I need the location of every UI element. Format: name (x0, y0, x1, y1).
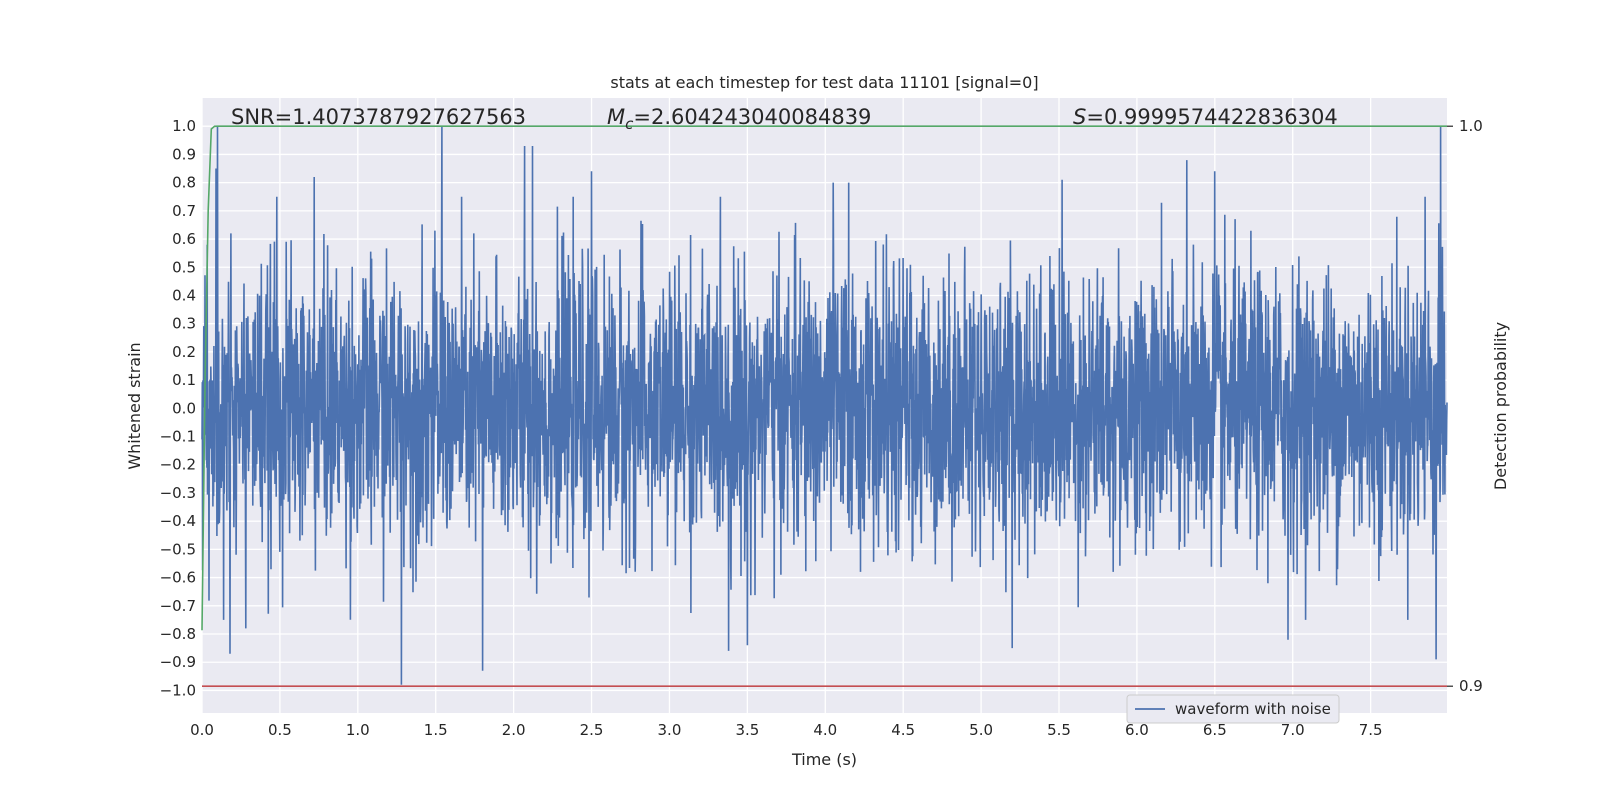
y-tick-label: 0.7 (172, 202, 196, 220)
y-tick-label: −0.1 (160, 428, 196, 446)
x-axis-label: Time (s) (791, 750, 857, 769)
y-tick-label: 0.6 (172, 230, 196, 248)
y2-tick-label: 1.0 (1459, 117, 1483, 135)
y-tick-label: 0.5 (172, 258, 196, 276)
y-tick-label: 0.8 (172, 174, 196, 192)
x-tick-label: 6.0 (1125, 721, 1149, 739)
y2-axis-label: Detection probability (1491, 322, 1510, 490)
score-symbol: S (1073, 105, 1086, 129)
score-value: =0.9999574422836304 (1086, 105, 1337, 129)
x-tick-label: 2.5 (580, 721, 604, 739)
y-tick-label: 0.1 (172, 371, 196, 389)
x-tick-label: 1.0 (346, 721, 370, 739)
snr-annotation: SNR=1.4073787927627563 (231, 105, 526, 129)
y-tick-label: 0.4 (172, 286, 196, 304)
y-tick-label: −0.3 (160, 484, 196, 502)
waveform-line (201, 126, 1448, 685)
x-tick-label: 4.5 (891, 721, 915, 739)
y-tick-label: −0.7 (160, 597, 196, 615)
x-tick-label: 2.0 (502, 721, 526, 739)
chart-title: stats at each timestep for test data 111… (610, 73, 1038, 92)
y-tick-label: −1.0 (160, 681, 196, 699)
chirp-mass-value: =2.604243040084839 (633, 105, 871, 129)
x-tick-label: 1.5 (424, 721, 448, 739)
legend-label-waveform: waveform with noise (1175, 700, 1331, 718)
y-tick-label: 0.9 (172, 145, 196, 163)
legend-box (1126, 694, 1340, 724)
y-tick-label: −0.4 (160, 512, 196, 530)
y-tick-label: 1.0 (172, 117, 196, 135)
y-tick-label: 0.0 (172, 399, 196, 417)
score-annotation: S=0.9999574422836304 (1073, 105, 1338, 129)
x-tick-label: 0.5 (268, 721, 292, 739)
y-tick-label: −0.2 (160, 456, 196, 474)
x-tick-label: 3.0 (658, 721, 682, 739)
x-tick-label: 0.0 (190, 721, 214, 739)
y-axis-ticks: 1.0 0.9 0.8 0.7 0.6 0.5 0.4 0.3 0.2 0.1 0.0 −0.1 −0.… (160, 117, 196, 699)
x-tick-label: 5.5 (1047, 721, 1071, 739)
chirp-mass-subscript: c (625, 115, 634, 133)
y-axis-label: Whitened strain (125, 342, 144, 469)
y-tick-label: −0.9 (160, 653, 196, 671)
y-tick-label: −0.8 (160, 625, 196, 643)
y-tick-label: 0.2 (172, 343, 196, 361)
chirp-mass-annotation: Mc=2.604243040084839 (607, 105, 871, 133)
x-tick-label: 5.0 (969, 721, 993, 739)
y-tick-label: 0.3 (172, 315, 196, 333)
y2-tick-label: 0.9 (1459, 677, 1483, 695)
x-tick-label: 6.5 (1203, 721, 1227, 739)
y-tick-label: −0.5 (160, 540, 196, 558)
x-axis-ticks: 0.0 0.5 1.0 1.5 2.0 2.5 3.0 3.5 4.0 4.5 5.0 5.5 6.0 6… (190, 721, 1383, 739)
series-layer (201, 125, 1448, 688)
y-tick-label: −0.6 (160, 569, 196, 587)
x-tick-label: 7.5 (1359, 721, 1383, 739)
y2-axis-ticks: 1.0 0.9 (1447, 117, 1483, 695)
detection-probability-line (201, 125, 1447, 631)
x-tick-label: 3.5 (735, 721, 759, 739)
x-tick-label: 7.0 (1281, 721, 1305, 739)
chirp-mass-symbol: M (607, 105, 625, 129)
legend: waveform with noise (1126, 694, 1340, 724)
x-tick-label: 4.0 (813, 721, 837, 739)
